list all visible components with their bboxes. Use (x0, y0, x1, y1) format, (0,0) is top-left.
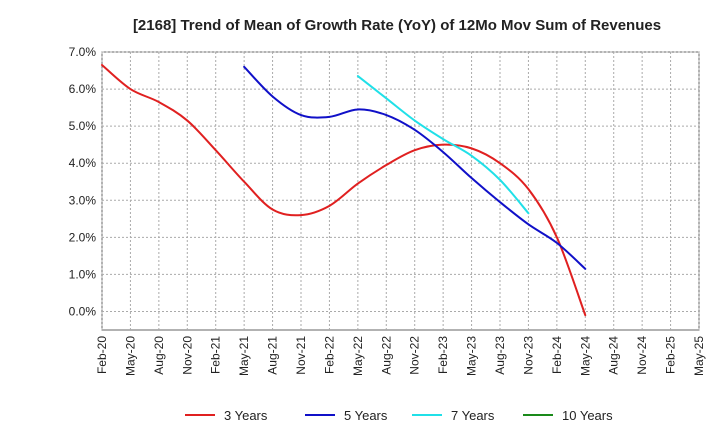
series-line-7-years (356, 75, 530, 215)
x-tick-label: Nov-22 (408, 336, 422, 375)
series-line-3-years (101, 63, 587, 317)
x-tick-label: Nov-24 (635, 336, 649, 375)
x-tick-label: Feb-25 (664, 336, 678, 374)
y-tick-label: 3.0% (69, 193, 97, 207)
legend-label-7-years: 7 Years (451, 408, 495, 423)
y-tick-label: 1.0% (69, 267, 97, 281)
plot-area (101, 51, 700, 331)
x-tick-label: May-21 (237, 336, 251, 376)
x-tick-label: Nov-23 (521, 336, 535, 375)
x-tick-label: Aug-22 (379, 336, 393, 375)
x-tick-label: Feb-21 (209, 336, 223, 374)
x-tick-label: Feb-23 (436, 336, 450, 374)
series-line-5-years (243, 65, 587, 270)
y-axis: 0.0% 1.0% 2.0% 3.0% 4.0% 5.0% 6.0% 7.0% (69, 45, 97, 318)
x-tick-label: Feb-20 (95, 336, 109, 374)
x-tick-label: May-20 (123, 336, 137, 376)
x-tick-label: Nov-21 (294, 336, 308, 375)
x-tick-label: May-22 (351, 336, 365, 376)
x-tick-label: Aug-20 (152, 336, 166, 375)
y-tick-label: 5.0% (69, 119, 97, 133)
x-tick-label: Feb-22 (322, 336, 336, 374)
x-tick-label: May-24 (578, 336, 592, 376)
x-tick-label: Nov-20 (180, 336, 194, 375)
x-tick-label: Aug-24 (607, 336, 621, 375)
x-tick-label: Aug-21 (266, 336, 280, 375)
legend-label-10-years: 10 Years (562, 408, 613, 423)
y-tick-label: 0.0% (69, 304, 97, 318)
legend-label-3-years: 3 Years (224, 408, 268, 423)
grid (101, 51, 700, 330)
chart-title: [2168] Trend of Mean of Growth Rate (YoY… (133, 17, 661, 34)
x-tick-label: Feb-24 (550, 336, 564, 374)
series-lines (101, 63, 587, 317)
legend-label-5-years: 5 Years (344, 408, 388, 423)
x-tick-label: May-25 (692, 336, 706, 376)
x-tick-label: May-23 (465, 336, 479, 376)
legend: 3 Years 5 Years 7 Years 10 Years (185, 408, 613, 423)
y-tick-label: 6.0% (69, 82, 97, 96)
y-tick-label: 4.0% (69, 156, 97, 170)
y-tick-label: 2.0% (69, 230, 97, 244)
y-tick-label: 7.0% (69, 45, 97, 59)
x-tick-label: Aug-23 (493, 336, 507, 375)
x-axis: Feb-20 May-20 Aug-20 Nov-20 Feb-21 May-21 Aug-… (95, 336, 706, 376)
